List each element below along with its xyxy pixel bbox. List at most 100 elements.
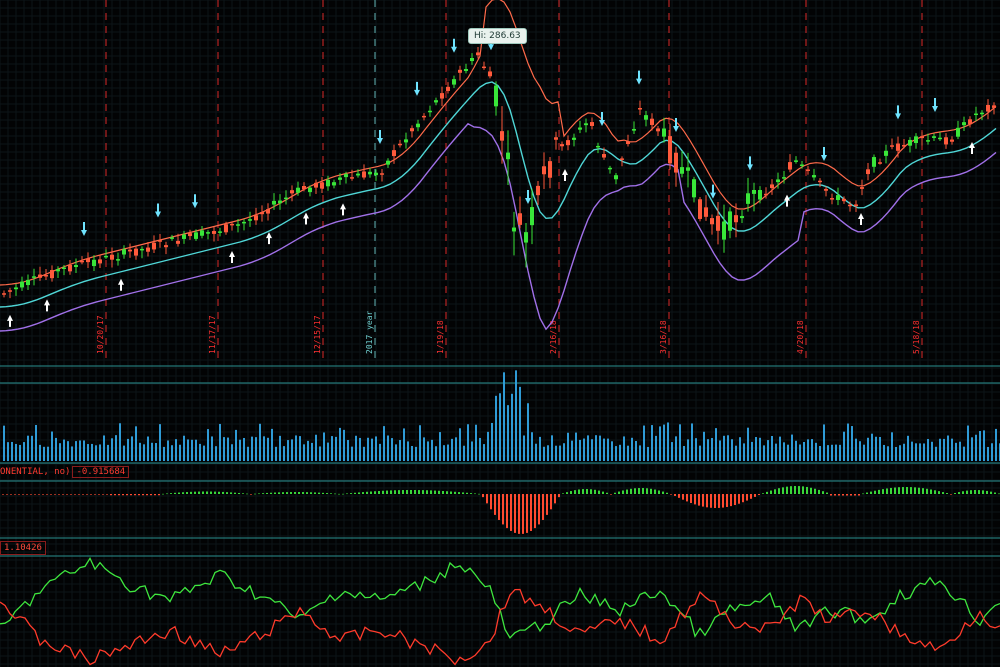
volume-bar (247, 446, 249, 461)
volume-bar (271, 428, 273, 461)
signal-arrow-down (155, 203, 161, 218)
volume-bar (883, 444, 885, 461)
volume-bar (459, 428, 461, 461)
macd-bar (290, 492, 292, 494)
macd-bar (578, 489, 580, 494)
macd-bar (414, 490, 416, 494)
volume-bar (523, 435, 525, 461)
macd-bar (174, 492, 176, 494)
macd-bar (954, 493, 956, 494)
volume-bar (107, 444, 109, 461)
macd-bar (394, 490, 396, 494)
macd-bar (294, 492, 296, 494)
lower-band (0, 122, 997, 332)
macd-bar (330, 493, 332, 494)
candle-body (668, 136, 672, 164)
signal-arrow-down (192, 194, 198, 209)
macd-bar (774, 489, 776, 494)
candle-body (758, 190, 762, 200)
volume-bar (863, 444, 865, 461)
volume-bar (79, 440, 81, 461)
macd-bar (978, 490, 980, 494)
macd-bar (938, 491, 940, 494)
candle-body (74, 265, 78, 268)
macd-bar (610, 494, 612, 495)
candle-body (548, 161, 552, 178)
volume-bar (311, 442, 313, 461)
candle-body (422, 115, 426, 118)
candle-body (254, 215, 258, 221)
volume-bar (251, 436, 253, 461)
macd-bar (542, 494, 544, 520)
candle-body (704, 207, 708, 217)
candle-body (236, 224, 240, 226)
macd-bar (262, 493, 264, 494)
volume-bar (35, 425, 37, 461)
candle-body (434, 100, 438, 103)
volume-bar (339, 427, 341, 461)
candle-body (950, 139, 954, 142)
volume-bar (835, 444, 837, 461)
candle-body (764, 193, 768, 196)
macd-bar (770, 490, 772, 494)
macd-bar (746, 494, 748, 501)
macd-bar (434, 490, 436, 494)
volume-bar (691, 423, 693, 461)
volume-bar (31, 435, 33, 461)
volume-bar (39, 444, 41, 461)
macd-bar (194, 491, 196, 494)
macd-bar (898, 487, 900, 494)
volume-bar (371, 438, 373, 461)
volume-bar (23, 442, 25, 461)
macd-bar (206, 491, 208, 494)
macd-bar (694, 494, 696, 505)
candle-body (104, 255, 108, 258)
macd-bar (162, 493, 164, 495)
candle-body (86, 258, 90, 263)
volume-bar (899, 445, 901, 461)
macd-bar (138, 494, 140, 496)
candle-body (494, 85, 498, 107)
macd-bar (2, 494, 4, 495)
macd-bar (114, 494, 116, 496)
volume-bar (447, 444, 449, 461)
macd-bar (494, 494, 496, 515)
volume-bar (779, 436, 781, 461)
volume-bar (699, 445, 701, 461)
candle-body (512, 227, 516, 232)
volume-bar (875, 436, 877, 461)
macd-bar (786, 486, 788, 494)
macd-bar (530, 494, 532, 531)
volume-bar (163, 446, 165, 461)
candle-body (446, 86, 450, 91)
macd-bar (322, 492, 324, 494)
volume-bar (487, 431, 489, 461)
macd-bar (422, 490, 424, 494)
candle-body (146, 247, 150, 252)
macd-bar (926, 488, 928, 494)
volume-bar (111, 438, 113, 461)
candle-body (386, 160, 390, 165)
volume-bar (395, 444, 397, 461)
volume-bar (939, 438, 941, 461)
volume-bar (455, 437, 457, 461)
volume-bar (63, 439, 65, 461)
volume-bar (767, 440, 769, 461)
volume-bar (887, 446, 889, 461)
volume-bar (603, 438, 605, 461)
macd-bar (778, 488, 780, 494)
volume-bar (599, 435, 601, 461)
signal-arrow-down (81, 222, 87, 236)
volume-bar (787, 444, 789, 461)
candle-body (818, 180, 822, 183)
macd-bar (714, 494, 716, 508)
signal-arrow-down (414, 81, 420, 96)
volume-bar (623, 436, 625, 461)
candle-body (650, 118, 654, 125)
macd-bar (250, 494, 252, 495)
candle-body (728, 211, 732, 231)
volume-bar (671, 442, 673, 461)
candle-body (836, 195, 840, 200)
candle-body (68, 264, 72, 272)
signal-arrow-down (895, 105, 901, 120)
